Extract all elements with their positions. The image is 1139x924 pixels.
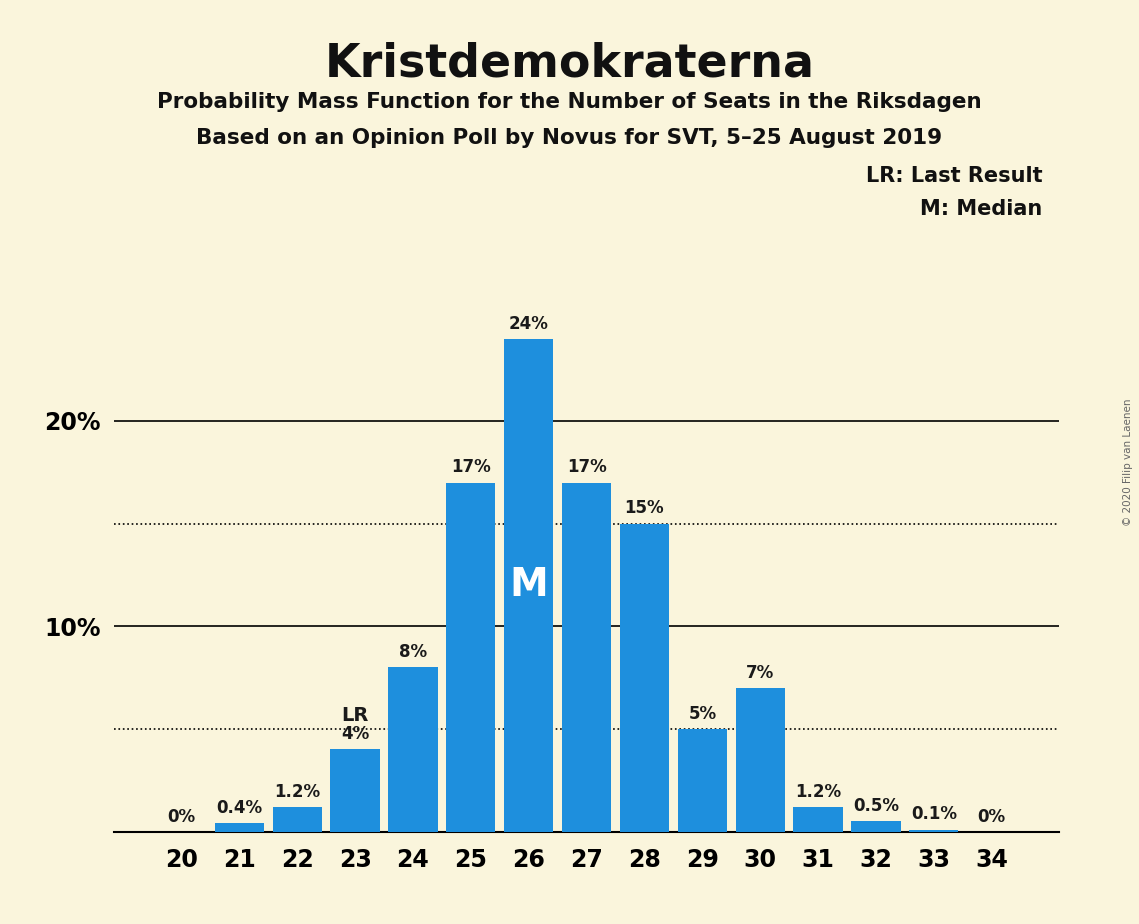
Text: 15%: 15%: [624, 500, 664, 517]
Text: 0.4%: 0.4%: [216, 799, 262, 817]
Text: 8%: 8%: [399, 643, 427, 662]
Bar: [620, 524, 669, 832]
Text: 0.1%: 0.1%: [911, 806, 957, 823]
Text: 0%: 0%: [977, 808, 1006, 826]
Bar: [562, 482, 612, 832]
Bar: [505, 339, 554, 832]
Text: 0.5%: 0.5%: [853, 797, 899, 815]
Text: 1.2%: 1.2%: [274, 783, 320, 801]
Text: © 2020 Filip van Laenen: © 2020 Filip van Laenen: [1123, 398, 1133, 526]
Bar: [678, 729, 727, 832]
Text: 17%: 17%: [451, 458, 491, 477]
Text: 0%: 0%: [167, 808, 196, 826]
Bar: [851, 821, 901, 832]
Bar: [446, 482, 495, 832]
Text: LR: LR: [342, 706, 369, 724]
Text: Probability Mass Function for the Number of Seats in the Riksdagen: Probability Mass Function for the Number…: [157, 92, 982, 113]
Bar: [794, 807, 843, 832]
Bar: [215, 823, 264, 832]
Text: Based on an Opinion Poll by Novus for SVT, 5–25 August 2019: Based on an Opinion Poll by Novus for SV…: [196, 128, 943, 148]
Text: LR: Last Result: LR: Last Result: [866, 166, 1042, 187]
Text: 1.2%: 1.2%: [795, 783, 841, 801]
Text: 4%: 4%: [341, 725, 369, 743]
Text: 24%: 24%: [509, 315, 549, 333]
Text: 17%: 17%: [567, 458, 606, 477]
Bar: [909, 830, 958, 832]
Text: 5%: 5%: [688, 705, 716, 723]
Bar: [330, 749, 379, 832]
Text: M: M: [509, 566, 548, 604]
Text: 7%: 7%: [746, 663, 775, 682]
Text: Kristdemokraterna: Kristdemokraterna: [325, 42, 814, 87]
Bar: [736, 687, 785, 832]
Bar: [272, 807, 322, 832]
Bar: [388, 667, 437, 832]
Text: M: Median: M: Median: [920, 199, 1042, 219]
